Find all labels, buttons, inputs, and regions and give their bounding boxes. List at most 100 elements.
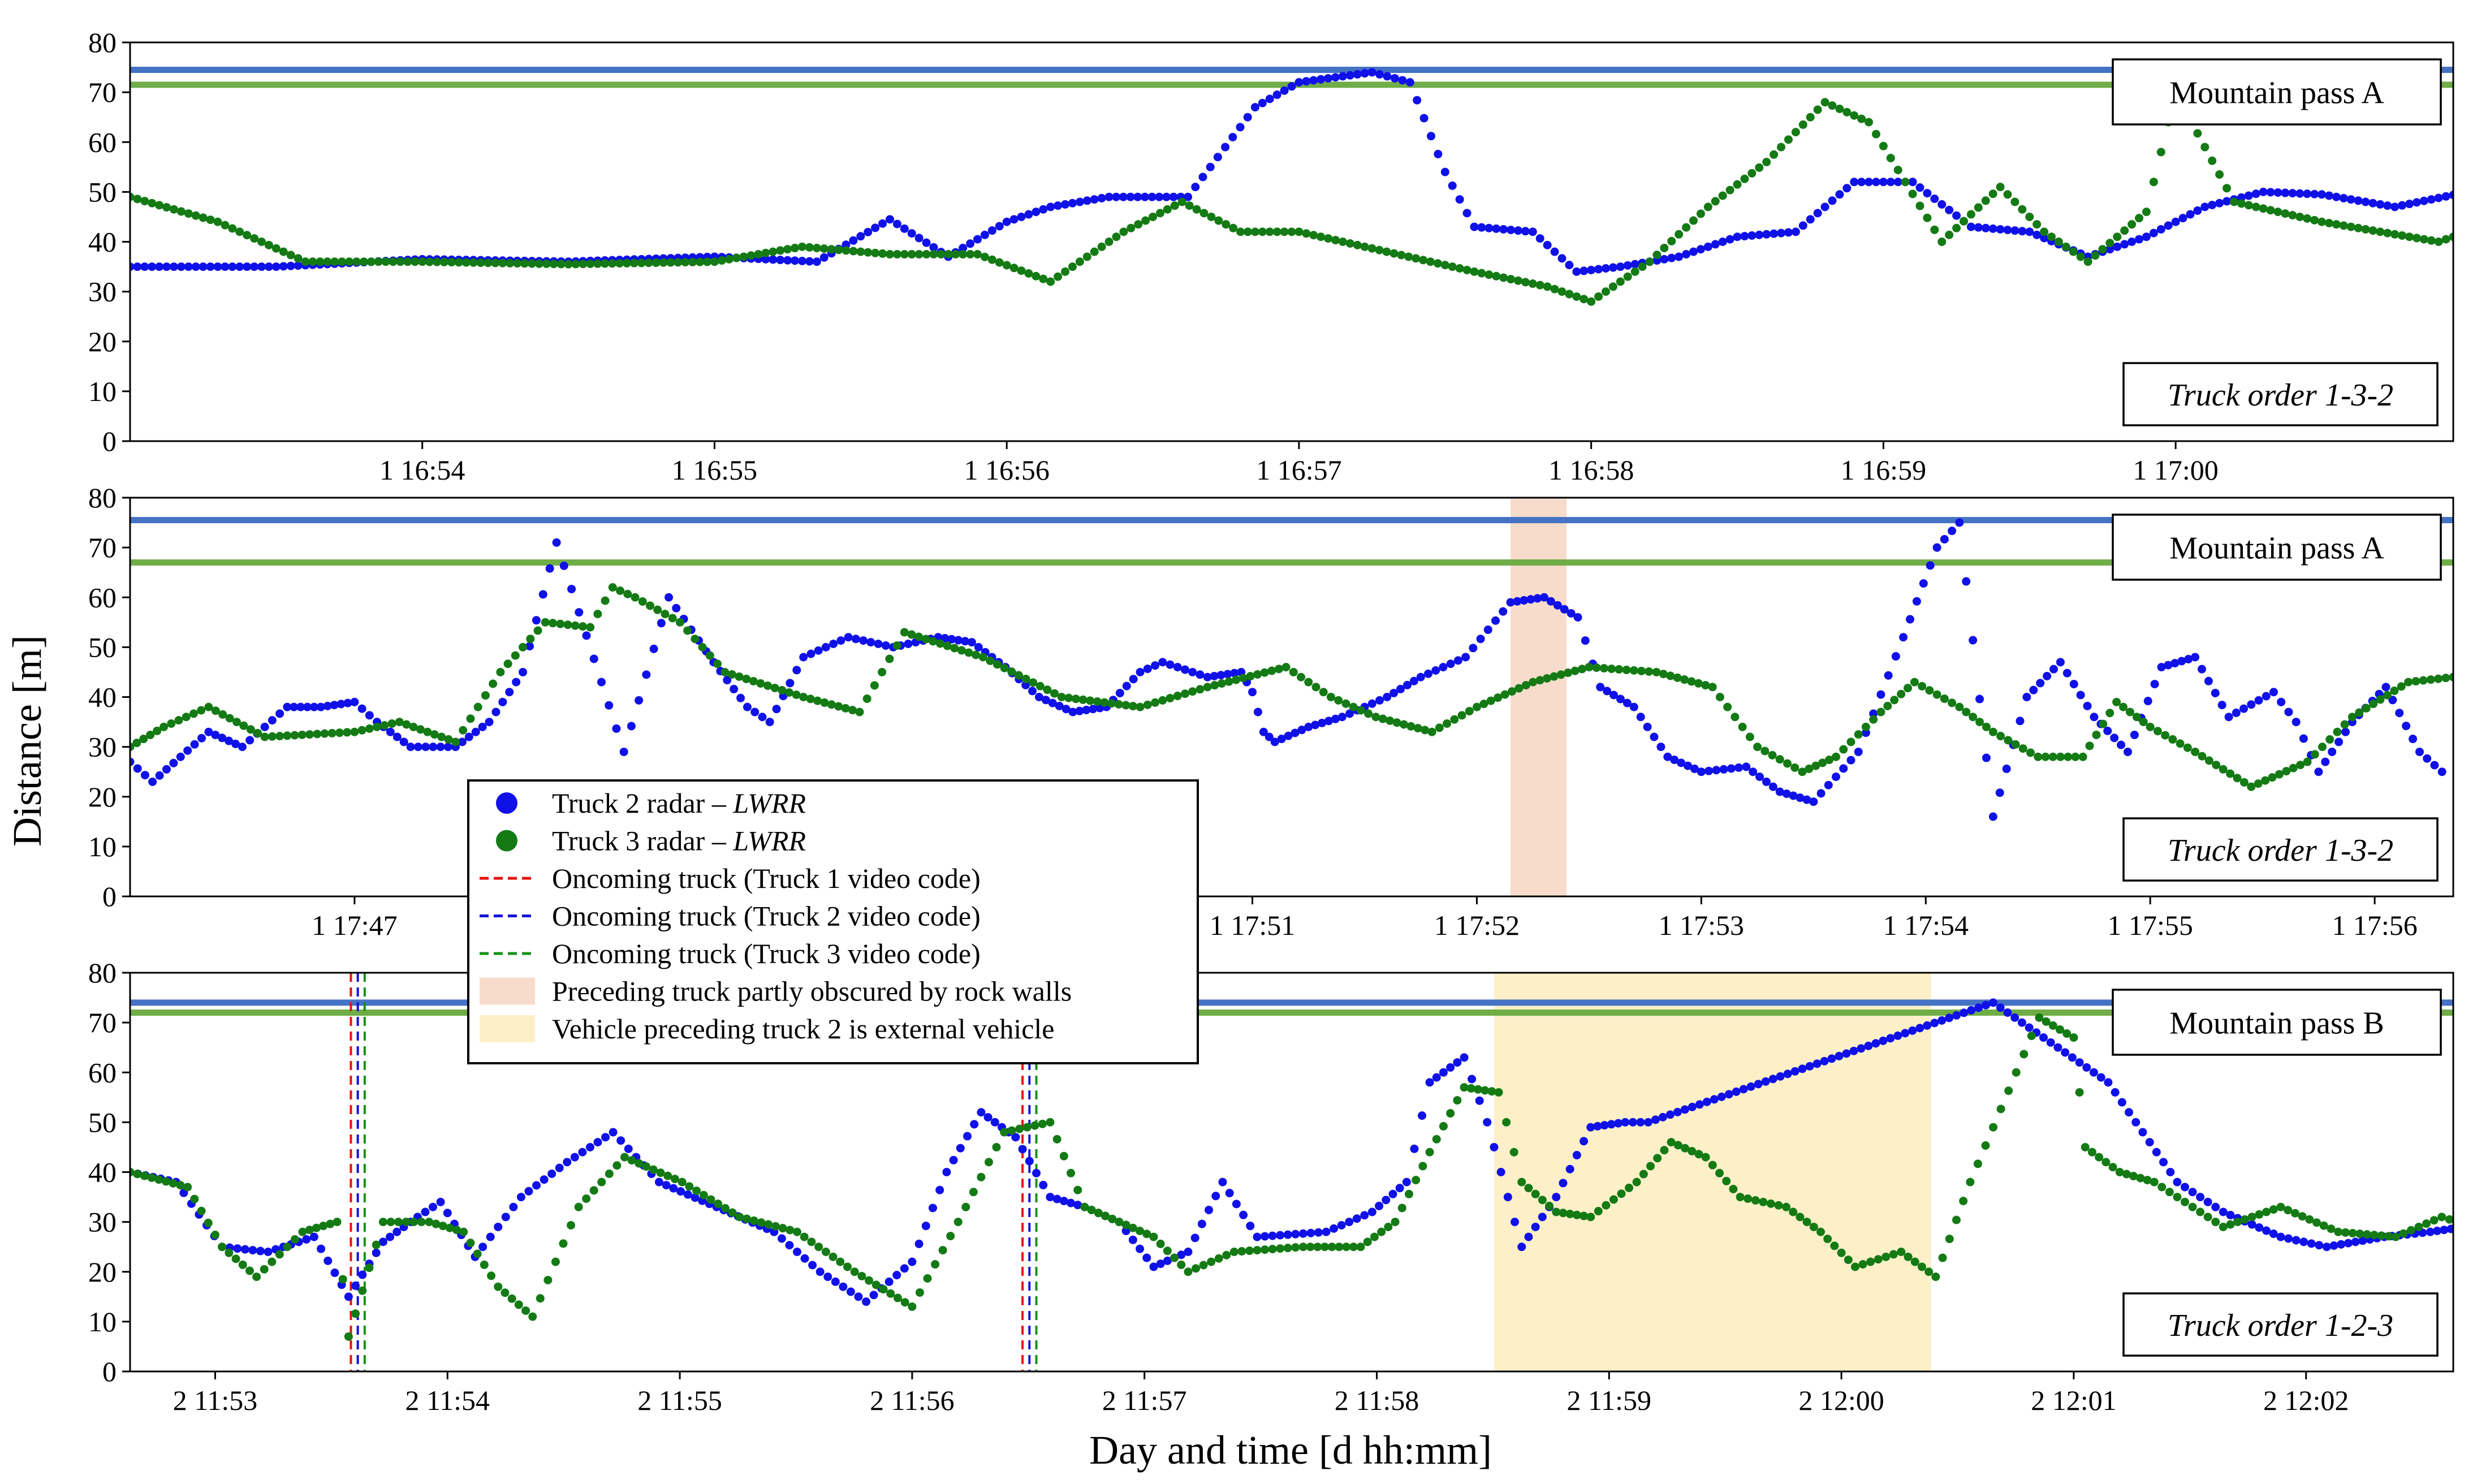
data-point [627,722,636,730]
data-point [786,679,794,687]
data-point [1904,1253,1913,1261]
data-point [2010,1013,2019,1022]
data-point [1248,688,1257,696]
data-point [1463,209,1471,217]
axes-frame [130,42,2453,441]
data-point [1456,264,1464,273]
data-point [2351,1237,2360,1246]
data-point [1945,1235,1954,1243]
data-point [1514,226,1522,235]
data-point [977,1173,985,1181]
data-point [2427,236,2436,245]
data-point [769,255,777,264]
data-point [1398,1203,1406,1212]
data-point [133,1170,141,1178]
y-tick-label: 70 [88,76,116,108]
data-point [1760,747,1769,755]
data-point [1435,723,1444,732]
data-point [2105,239,2114,247]
data-point [1199,209,1208,217]
data-point [1426,1148,1434,1157]
data-point [162,765,171,774]
legend-label: Vehicle preceding truck 2 is external ve… [552,1013,1055,1045]
data-point [1551,248,1559,256]
data-point [1996,225,2005,234]
data-point [1715,1169,1724,1177]
data-point [2420,235,2428,244]
data-point [1389,249,1398,258]
data-point [2454,1224,2462,1232]
data-point [1368,1208,1376,1216]
data-point [2157,1183,2166,1191]
data-point [915,1240,924,1248]
data-point [2181,1198,2189,1206]
shaded-span [1511,498,1567,896]
data-point [560,562,568,570]
data-point [776,246,784,254]
y-tick-label: 50 [88,176,116,208]
data-point [2003,1008,2012,1017]
data-point [2323,1243,2331,1251]
data-point [2267,206,2275,214]
data-point [594,1138,602,1146]
data-point [1945,206,1953,214]
data-point [1156,209,1164,217]
data-point [2019,744,2027,753]
data-point [2383,229,2392,238]
data-point [579,622,587,631]
data-point [1673,1108,1682,1116]
data-point [1616,262,1625,271]
data-point [525,1187,533,1196]
data-point [2262,1208,2271,1216]
data-point [1280,227,1289,236]
data-point [1816,1228,1825,1236]
data-point [1913,597,1921,606]
data-point [879,1285,888,1293]
data-point [1830,1241,1839,1250]
data-point [935,1186,944,1194]
data-point [1767,1200,1775,1208]
data-point [1507,275,1515,283]
data-point [668,614,677,622]
data-point [294,254,303,262]
data-point [2435,193,2443,202]
data-point [1791,1067,1800,1076]
data-point [1341,700,1350,708]
data-point [1586,1213,1595,1221]
data-point [505,688,513,696]
data-point [1156,1240,1165,1248]
data-point [1792,227,1800,236]
data-point [582,631,591,640]
data-point [1874,1255,1883,1263]
x-tick-label: 2 11:53 [173,1384,258,1416]
data-point [1141,217,1150,225]
data-point [1225,1189,1234,1197]
data-point [543,1276,552,1284]
data-point [183,1183,192,1191]
data-point [2133,713,2141,721]
x-tick-label: 1 17:52 [1434,909,1520,941]
data-point [2314,767,2323,776]
data-point [1594,265,1603,273]
data-point [1762,778,1771,786]
data-point [333,1218,342,1226]
data-point [2164,221,2173,230]
data-point [950,1156,958,1164]
data-point [379,1218,387,1226]
data-point [714,1200,722,1208]
data-point [1465,707,1474,715]
data-point [1282,663,1291,671]
data-point [1032,208,1040,216]
data-point [197,734,206,743]
data-point [167,719,175,728]
data-point [500,1288,509,1297]
data-point [1368,244,1376,253]
data-point [1974,223,1983,232]
data-point [1789,1208,1797,1216]
data-point [2295,189,2304,198]
data-point [2267,188,2275,196]
data-point [1688,1103,1697,1111]
data-point [1851,1262,1859,1271]
data-point [2377,1231,2385,1240]
legend-item: Oncoming truck (Truck 3 video code) [480,938,981,969]
